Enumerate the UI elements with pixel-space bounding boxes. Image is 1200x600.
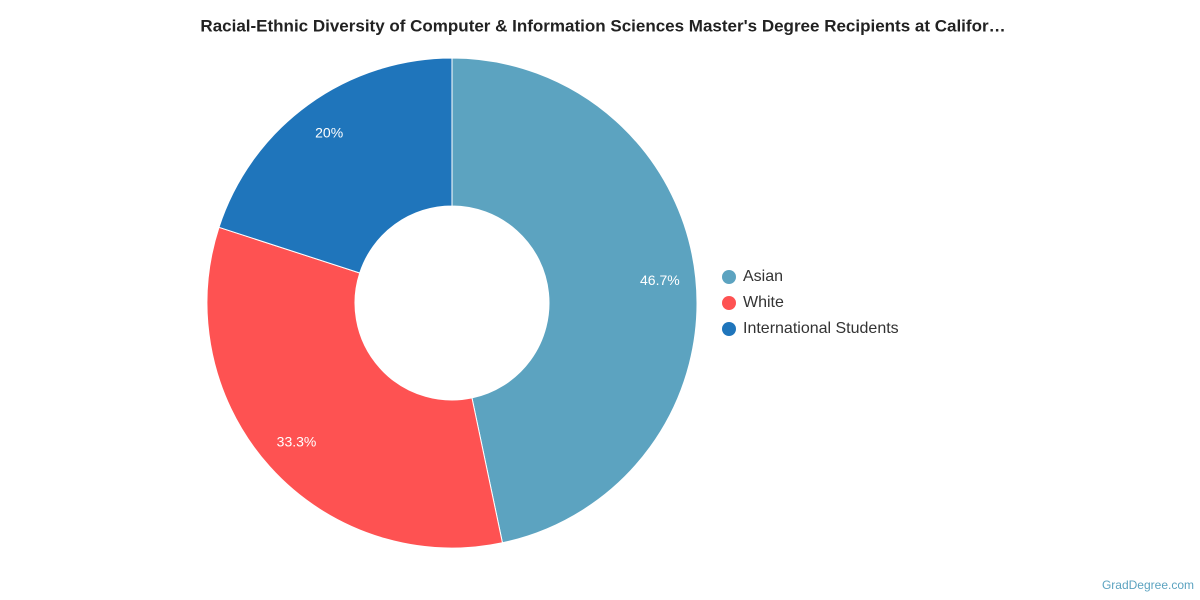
legend-marker bbox=[722, 296, 736, 310]
slice bbox=[218, 57, 453, 274]
slice bbox=[451, 57, 698, 544]
legend-label: White bbox=[743, 294, 784, 311]
legend-marker bbox=[722, 322, 736, 336]
data-label: 46.7% bbox=[640, 272, 680, 288]
legend-label: Asian bbox=[743, 268, 783, 285]
slice bbox=[206, 226, 504, 549]
legend-label: International Students bbox=[743, 320, 899, 337]
legend-marker bbox=[722, 270, 736, 284]
data-label: 33.3% bbox=[277, 433, 317, 449]
credit[interactable]: GradDegree.com bbox=[1102, 578, 1194, 592]
data-label: 20% bbox=[315, 125, 343, 141]
chart-title: Racial-Ethnic Diversity of Computer & In… bbox=[200, 16, 1005, 35]
